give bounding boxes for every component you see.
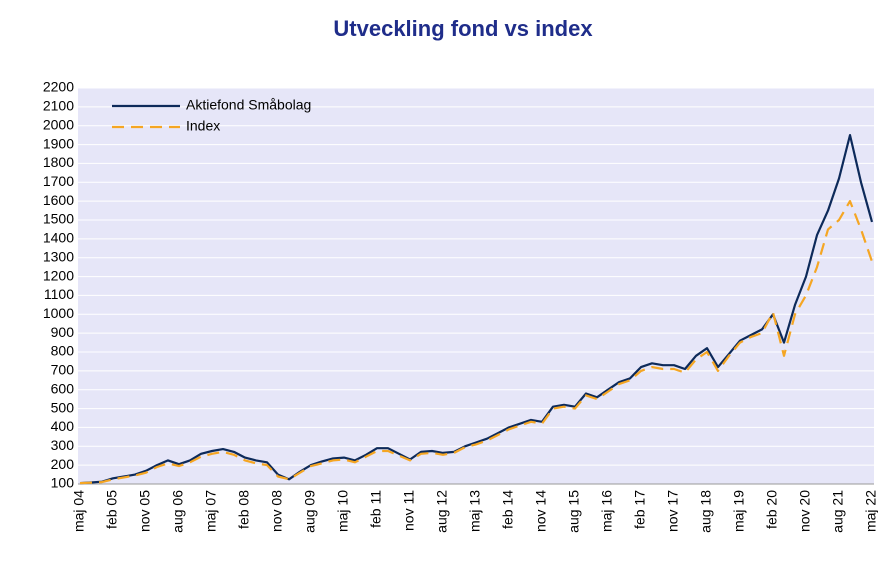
y-tick-label: 900 — [51, 324, 75, 340]
x-tick-label: feb 11 — [368, 490, 384, 528]
x-tick-label: feb 14 — [500, 490, 516, 529]
x-tick-label: maj 04 — [71, 490, 87, 532]
y-tick-label: 500 — [51, 399, 75, 415]
y-tick-label: 400 — [51, 418, 75, 434]
x-tick-label: nov 05 — [137, 490, 153, 532]
chart-title: Utveckling fond vs index — [333, 16, 593, 41]
x-tick-label: aug 21 — [830, 490, 846, 533]
y-tick-label: 1900 — [43, 135, 74, 151]
legend-label: Index — [186, 118, 220, 134]
y-tick-label: 2100 — [43, 98, 74, 114]
x-tick-label: aug 12 — [434, 490, 450, 533]
x-tick-label: feb 20 — [764, 490, 780, 529]
x-tick-label: aug 18 — [698, 490, 714, 533]
x-tick-label: aug 15 — [566, 490, 582, 533]
y-tick-label: 1700 — [43, 173, 74, 189]
x-tick-label: maj 19 — [731, 490, 747, 532]
y-tick-label: 2200 — [43, 79, 74, 95]
legend-label: Aktiefond Småbolag — [186, 97, 311, 113]
line-series — [79, 200, 874, 485]
x-tick-label: nov 08 — [269, 490, 285, 532]
line-series — [79, 134, 874, 485]
x-tick-label: maj 10 — [335, 490, 351, 532]
y-tick-label: 200 — [51, 456, 75, 472]
y-tick-label: 1300 — [43, 248, 74, 264]
y-tick-label: 600 — [51, 380, 75, 396]
y-tick-label: 2000 — [43, 116, 74, 132]
y-tick-label: 700 — [51, 362, 75, 378]
plot-area — [78, 88, 874, 484]
y-tick-label: 300 — [51, 437, 75, 453]
y-tick-label: 1800 — [43, 154, 74, 170]
y-tick-label: 1100 — [44, 286, 74, 302]
y-tick-label: 1600 — [43, 192, 74, 208]
y-tick-label: 800 — [51, 343, 75, 359]
x-tick-label: maj 22 — [863, 490, 878, 532]
y-tick-label: 100 — [51, 475, 75, 491]
x-tick-label: nov 11 — [401, 490, 417, 531]
y-tick-label: 1400 — [43, 230, 74, 246]
y-tick-label: 1000 — [43, 305, 74, 321]
y-tick-label: 1500 — [43, 211, 74, 227]
x-tick-label: maj 13 — [467, 490, 483, 532]
x-tick-label: maj 16 — [599, 490, 615, 532]
x-tick-label: aug 06 — [170, 490, 186, 533]
x-tick-label: nov 17 — [665, 490, 681, 532]
x-tick-label: feb 08 — [236, 490, 252, 529]
x-tick-label: maj 07 — [203, 490, 219, 532]
y-tick-label: 1200 — [43, 267, 74, 283]
x-tick-label: nov 14 — [533, 490, 549, 532]
x-tick-label: feb 05 — [104, 490, 120, 529]
x-tick-label: aug 09 — [302, 490, 318, 533]
x-tick-label: feb 17 — [632, 490, 648, 529]
x-tick-label: nov 20 — [797, 490, 813, 532]
